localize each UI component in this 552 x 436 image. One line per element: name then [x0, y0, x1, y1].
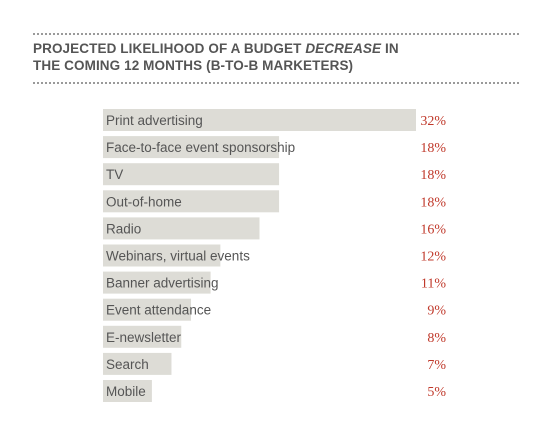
bar-1 — [103, 136, 280, 159]
bar-3 — [103, 190, 280, 213]
category-label: Mobile — [106, 384, 146, 399]
bar-0 — [103, 109, 416, 131]
bar-6 — [103, 271, 211, 294]
value-label: 9% — [427, 304, 446, 319]
bar-5 — [103, 244, 221, 267]
category-label: Face-to-face event sponsorship — [106, 140, 295, 155]
value-label: 8% — [427, 331, 446, 346]
value-label: 12% — [420, 250, 446, 265]
title-part-emphasis: DECREASE — [305, 41, 382, 56]
chart-title-line1: PROJECTED LIKELIHOOD OF A BUDGET DECREAS… — [33, 40, 519, 57]
category-label: Print advertising — [106, 113, 203, 128]
category-label: TV — [106, 167, 123, 182]
category-label: Event attendance — [106, 303, 211, 318]
category-label: Webinars, virtual events — [106, 249, 250, 264]
category-label: Search — [106, 357, 149, 372]
value-label: 18% — [420, 168, 446, 183]
title-part-before: PROJECTED LIKELIHOOD OF A BUDGET — [33, 41, 306, 56]
value-label: 16% — [420, 222, 446, 237]
category-label: Banner advertising — [106, 276, 219, 291]
bar-4 — [103, 217, 260, 240]
chart-title: PROJECTED LIKELIHOOD OF A BUDGET DECREAS… — [33, 40, 519, 74]
value-label: 5% — [427, 385, 446, 400]
value-label: 18% — [420, 141, 446, 156]
title-part-after: IN — [381, 41, 399, 56]
value-label: 32% — [420, 114, 446, 129]
value-label: 11% — [421, 277, 446, 292]
value-label: 7% — [427, 358, 446, 373]
bar-10 — [103, 380, 152, 402]
category-label: Out-of-home — [106, 194, 182, 209]
value-label: 18% — [420, 195, 446, 210]
bar-7 — [103, 298, 192, 321]
category-label: E-newsletter — [106, 330, 182, 345]
chart-title-line2: THE COMING 12 MONTHS (B-TO-B MARKETERS) — [33, 58, 354, 73]
bottom-dotted-rule — [33, 82, 519, 84]
bar-2 — [103, 163, 280, 186]
bar-9 — [103, 352, 172, 375]
top-dotted-rule — [33, 33, 519, 35]
bar-8 — [103, 325, 182, 348]
category-label: Radio — [106, 221, 141, 236]
